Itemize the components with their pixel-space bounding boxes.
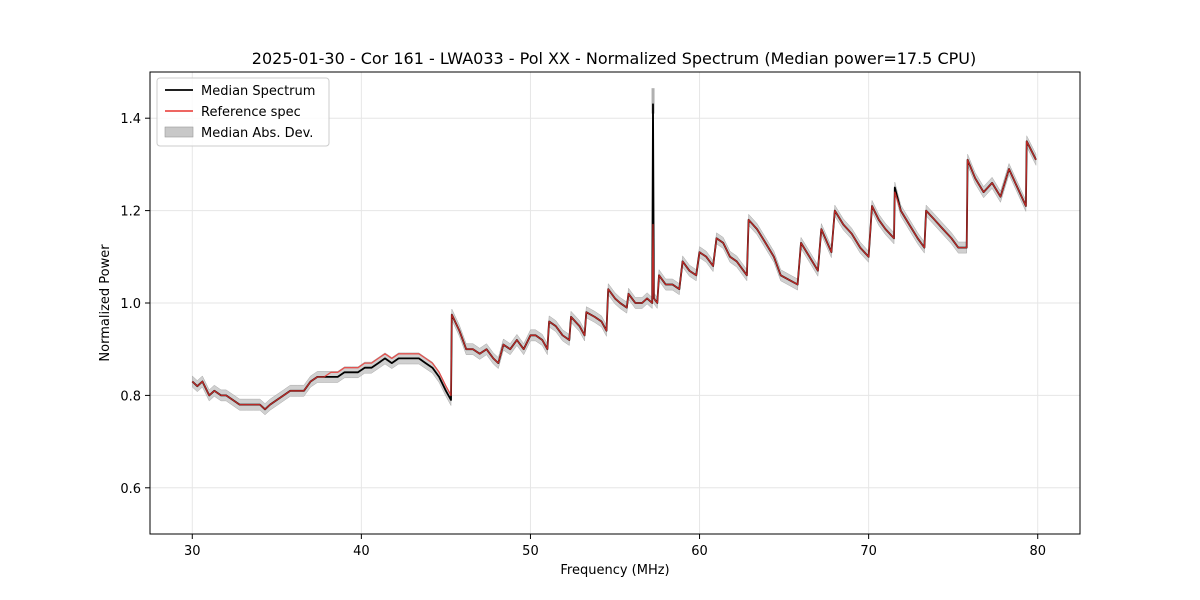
- legend-mad-label: Median Abs. Dev.: [201, 126, 313, 141]
- legend-mad-swatch: [164, 126, 194, 138]
- y-tick-label: 1.4: [120, 112, 141, 127]
- legend: Median Spectrum Reference spec Median Ab…: [156, 77, 330, 147]
- x-tick-label: 70: [860, 544, 877, 559]
- x-tick-label: 60: [691, 544, 708, 559]
- y-tick-label: 0.8: [120, 389, 141, 404]
- chart-title: 2025-01-30 - Cor 161 - LWA033 - Pol XX -…: [252, 49, 976, 68]
- legend-median-label: Median Spectrum: [201, 84, 315, 99]
- y-axis-label: Normalized Power: [98, 244, 113, 362]
- y-axis-ticks: 0.6 0.8 1.0 1.2 1.4: [120, 112, 150, 497]
- x-tick-label: 30: [184, 544, 201, 559]
- x-axis-ticks: 30 40 50 60 70 80: [184, 534, 1046, 559]
- legend-reference-label: Reference spec: [201, 105, 301, 120]
- x-tick-label: 80: [1029, 544, 1046, 559]
- grid-lines: [150, 72, 1080, 534]
- x-tick-label: 40: [353, 544, 370, 559]
- y-tick-label: 1.0: [120, 297, 141, 312]
- series-line-layer: [191, 103, 1037, 411]
- y-tick-label: 1.2: [120, 205, 141, 220]
- y-tick-label: 0.6: [120, 482, 141, 497]
- reference-spec-line: [191, 140, 1037, 410]
- x-tick-label: 50: [522, 544, 539, 559]
- x-axis-label: Frequency (MHz): [560, 563, 669, 578]
- mad-band: [192, 98, 1037, 416]
- legend-frame: [156, 77, 330, 147]
